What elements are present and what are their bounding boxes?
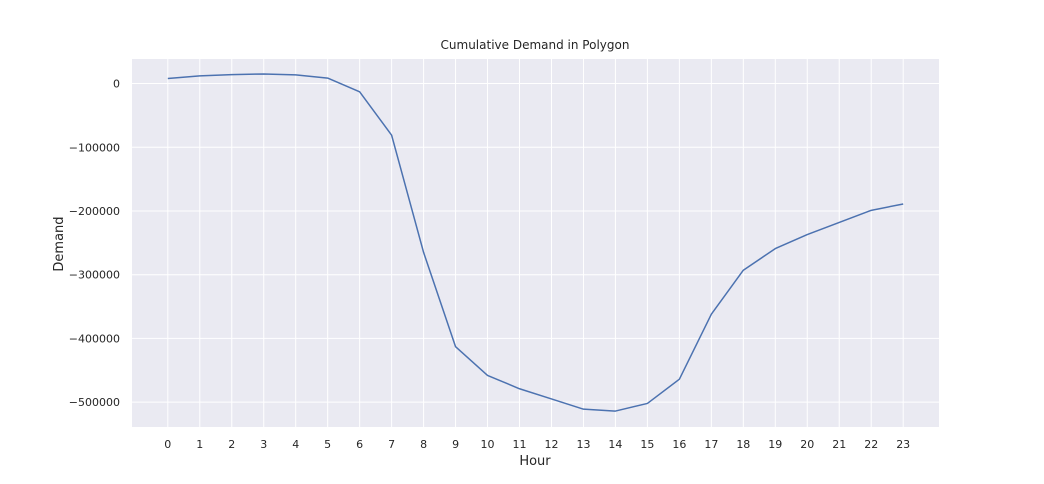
y-axis-label: Demand bbox=[52, 216, 67, 271]
y-tick-label: −200000 bbox=[69, 205, 120, 218]
x-tick-label: 3 bbox=[260, 438, 267, 451]
series-line bbox=[167, 73, 904, 412]
x-tick-label: 4 bbox=[292, 438, 299, 451]
x-tick-label: 0 bbox=[164, 438, 171, 451]
y-tick-label: −300000 bbox=[69, 269, 120, 282]
y-tick-labels: 0 −100000 −200000 −300000 −400000 −500000 bbox=[69, 78, 120, 410]
x-tick-label: 16 bbox=[672, 438, 686, 451]
x-tick-label: 8 bbox=[420, 438, 427, 451]
x-tick-label: 10 bbox=[481, 438, 495, 451]
x-tick-label: 23 bbox=[896, 438, 910, 451]
grid-layer bbox=[132, 59, 939, 427]
series-layer bbox=[167, 73, 904, 412]
y-tick-label: −500000 bbox=[69, 396, 120, 409]
x-tick-label: 13 bbox=[576, 438, 590, 451]
x-tick-label: 2 bbox=[228, 438, 235, 451]
x-tick-label: 12 bbox=[544, 438, 558, 451]
y-tick-label: −400000 bbox=[69, 332, 120, 345]
x-tick-label: 18 bbox=[736, 438, 750, 451]
x-tick-labels: 0 1 2 3 4 5 6 7 8 9 10 11 12 13 14 15 16 17 18 19 20 21 22 23 bbox=[164, 438, 910, 451]
x-tick-label: 1 bbox=[196, 438, 203, 451]
x-tick-label: 14 bbox=[608, 438, 622, 451]
x-tick-label: 7 bbox=[388, 438, 395, 451]
x-tick-label: 11 bbox=[513, 438, 527, 451]
x-tick-label: 22 bbox=[864, 438, 878, 451]
x-tick-label: 20 bbox=[800, 438, 814, 451]
y-tick-label: −100000 bbox=[69, 141, 120, 154]
y-tick-label: 0 bbox=[113, 78, 120, 91]
plot-area bbox=[132, 59, 939, 427]
x-tick-label: 19 bbox=[768, 438, 782, 451]
x-tick-label: 9 bbox=[452, 438, 459, 451]
x-tick-label: 21 bbox=[832, 438, 846, 451]
x-axis-label: Hour bbox=[519, 454, 551, 469]
x-tick-label: 5 bbox=[324, 438, 331, 451]
x-tick-label: 17 bbox=[704, 438, 718, 451]
chart-title: Cumulative Demand in Polygon bbox=[441, 38, 630, 52]
x-tick-label: 6 bbox=[356, 438, 363, 451]
x-tick-label: 15 bbox=[640, 438, 654, 451]
